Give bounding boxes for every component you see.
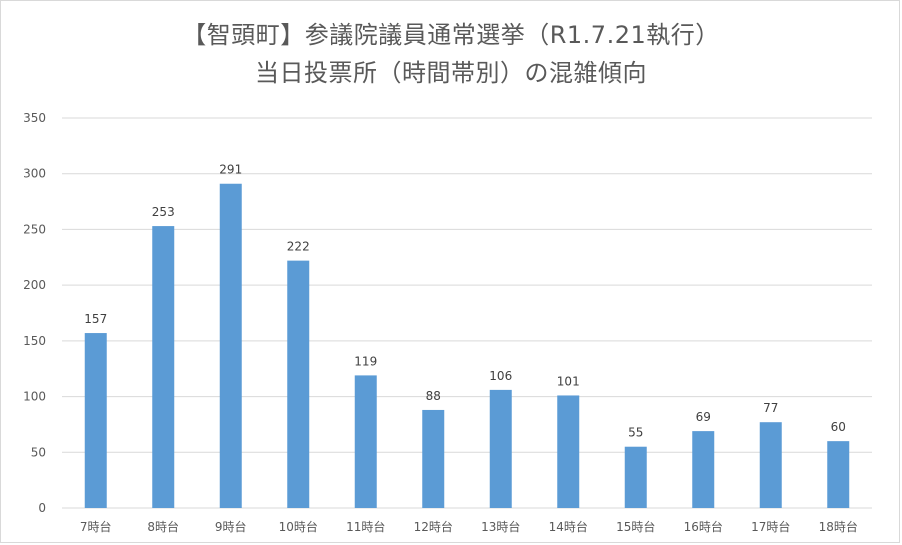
y-tick-label: 0 (38, 501, 46, 515)
chart-subtitle: 当日投票所（時間帯別）の混雑傾向 (255, 59, 647, 87)
x-tick-label: 12時台 (414, 519, 453, 534)
x-tick-label: 11時台 (346, 519, 385, 534)
data-label: 88 (426, 389, 441, 403)
x-tick-label: 9時台 (215, 519, 247, 534)
y-tick-label: 350 (23, 111, 46, 125)
bar (692, 431, 715, 508)
bar (624, 446, 647, 508)
bar (287, 260, 310, 508)
data-label: 101 (557, 374, 580, 388)
data-label: 69 (696, 410, 711, 424)
y-tick-label: 50 (31, 445, 46, 459)
bars (84, 183, 850, 509)
x-tick-label: 18時台 (819, 519, 858, 534)
x-axis-ticks: 7時台 8時台 9時台 10時台 11時台 12時台 13時台 14時台 15時台 16時台 17時… (80, 519, 858, 534)
x-tick-label: 10時台 (279, 519, 318, 534)
data-label: 106 (489, 369, 512, 383)
x-tick-label: 16時台 (684, 519, 723, 534)
data-label: 55 (628, 426, 643, 440)
bar (152, 226, 175, 509)
bar (84, 333, 107, 508)
y-tick-label: 150 (23, 334, 46, 348)
data-label: 222 (287, 240, 310, 254)
y-tick-label: 100 (23, 390, 46, 404)
x-tick-label: 14時台 (549, 519, 588, 534)
bar (422, 409, 445, 508)
data-label: 60 (831, 420, 846, 434)
y-tick-label: 200 (23, 278, 46, 292)
x-tick-label: 7時台 (80, 519, 112, 534)
bar (759, 422, 782, 508)
bar (557, 395, 580, 508)
data-labels: 157 253 291 222 119 88 106 101 55 69 77 60 (84, 163, 846, 440)
data-label: 119 (354, 354, 377, 368)
y-tick-label: 250 (23, 222, 46, 236)
x-tick-label: 15時台 (616, 519, 655, 534)
bar (489, 389, 512, 508)
chart-title: 【智頭町】参議院議員通常選挙（R1.7.21執行） (182, 21, 720, 49)
bar (219, 183, 242, 508)
bar (354, 375, 377, 508)
x-tick-label: 13時台 (481, 519, 520, 534)
y-axis-ticks: 0 50 100 150 200 250 300 350 (23, 111, 46, 515)
x-tick-label: 17時台 (751, 519, 790, 534)
data-label: 77 (763, 401, 778, 415)
data-label: 291 (219, 163, 242, 177)
data-label: 157 (84, 312, 107, 326)
x-tick-label: 8時台 (147, 519, 179, 534)
y-tick-label: 300 (23, 167, 46, 181)
bar (827, 441, 850, 508)
data-label: 253 (152, 205, 175, 219)
gridlines (62, 117, 872, 509)
